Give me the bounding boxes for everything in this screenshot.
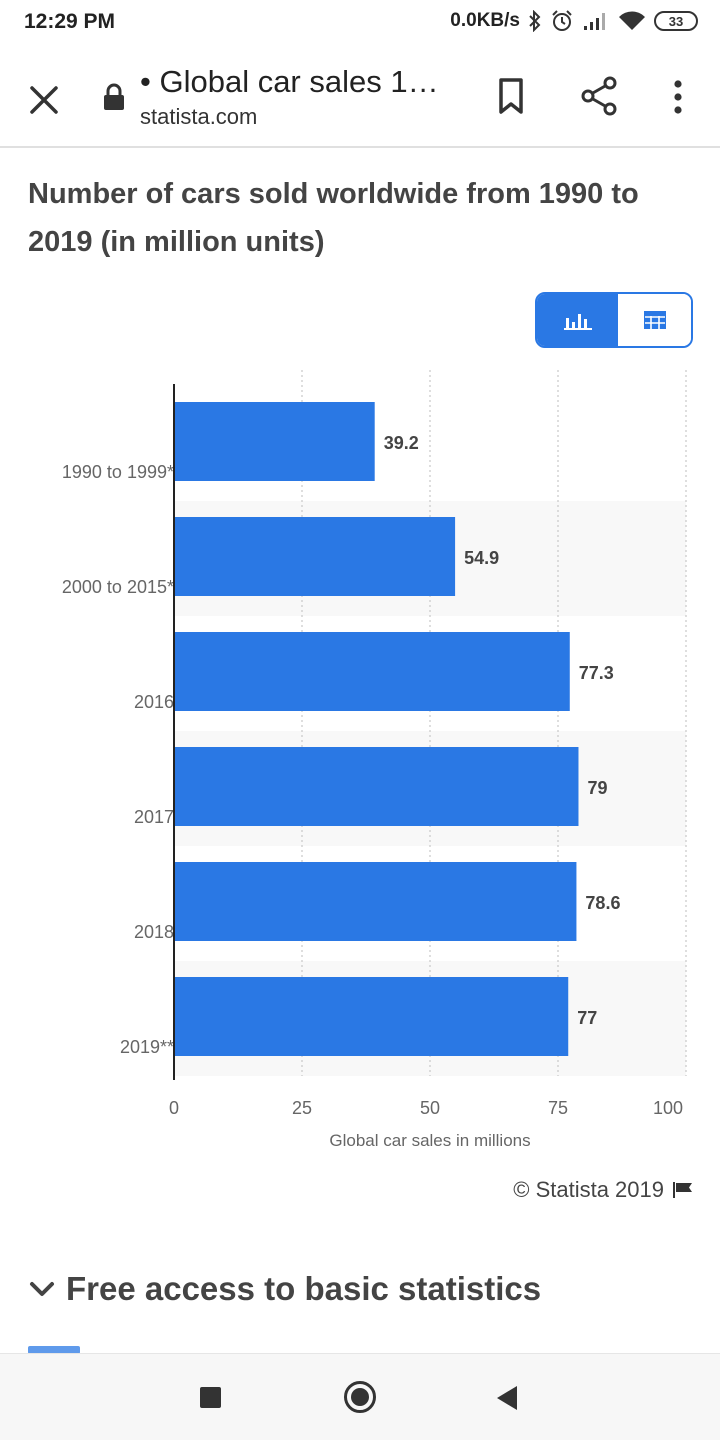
- page-title[interactable]: • Global car sales 1…: [140, 64, 439, 99]
- bar-chart: 39.2 1990 to 1999* 54.9 2000 to 2015* 77.3 20…: [0, 370, 720, 1170]
- chart-tick-label: 100: [653, 1098, 683, 1118]
- chart-category-label: 2000 to 2015*: [62, 577, 174, 597]
- network-speed: 0.0KB/s: [450, 10, 520, 31]
- bookmark-icon[interactable]: [494, 76, 528, 116]
- status-time: 12:29 PM: [24, 10, 116, 33]
- chevron-down-icon: [30, 1282, 54, 1296]
- free-access-section[interactable]: Free access to basic statistics: [28, 1270, 541, 1308]
- chart-category-label: 2018: [134, 922, 174, 942]
- chart-tick-label: 75: [548, 1098, 568, 1118]
- chart-view-button[interactable]: [537, 294, 618, 346]
- chart-data-label: 79: [587, 778, 607, 798]
- chart-tick-label: 0: [169, 1098, 179, 1118]
- more-vert-icon[interactable]: [664, 76, 692, 118]
- chart-data-label: 78.6: [585, 893, 620, 913]
- chart-bar[interactable]: [174, 862, 577, 941]
- chart-data-label: 54.9: [464, 548, 499, 568]
- chart-data-label: 77.3: [579, 663, 614, 683]
- chart-bar[interactable]: [174, 632, 570, 711]
- chart-bar[interactable]: [174, 747, 579, 826]
- chart-svg: 39.2 1990 to 1999* 54.9 2000 to 2015* 77.3 20…: [62, 370, 687, 1150]
- partially-hidden-link[interactable]: [28, 1346, 80, 1354]
- table-icon: [643, 311, 666, 329]
- share-icon[interactable]: [578, 74, 620, 118]
- navigation-bar: [0, 1353, 720, 1440]
- table-view-button[interactable]: [618, 294, 691, 346]
- free-access-heading: Free access to basic statistics: [66, 1270, 542, 1307]
- battery-icon: 33: [654, 11, 698, 31]
- copyright[interactable]: © Statista 2019: [513, 1177, 694, 1203]
- chart-title: Number of cars sold worldwide from 1990 …: [28, 178, 639, 258]
- flag-icon: [673, 1182, 692, 1198]
- page-url[interactable]: statista.com: [140, 104, 258, 129]
- chart-bar[interactable]: [174, 402, 375, 481]
- chart-tick-label: 25: [292, 1098, 312, 1118]
- chart-tick-label: 50: [420, 1098, 440, 1118]
- wifi-icon: [619, 11, 645, 30]
- chart-category-label: 2016: [134, 692, 174, 712]
- home-icon[interactable]: [343, 1380, 377, 1414]
- chart-data-label: 77: [577, 1008, 597, 1028]
- lock-icon[interactable]: [102, 82, 126, 112]
- chart-data-label: 39.2: [384, 433, 419, 453]
- chart-category-label: 2019**: [120, 1037, 174, 1057]
- status-icons: 0.0KB/s 33: [450, 9, 698, 33]
- alarm-icon: [552, 10, 572, 31]
- close-icon[interactable]: [24, 80, 64, 120]
- signal-icon: [584, 13, 605, 30]
- bluetooth-icon: [529, 10, 541, 32]
- chart-bar[interactable]: [174, 517, 456, 596]
- view-toggle: [535, 292, 693, 348]
- status-bar: 12:29 PM 0.0KB/s 33: [0, 0, 720, 44]
- bar-chart-icon: [563, 314, 592, 330]
- copyright-text: © Statista 2019: [513, 1177, 664, 1202]
- back-icon[interactable]: [496, 1385, 518, 1411]
- chart-category-label: 1990 to 1999*: [62, 462, 174, 482]
- chart-category-label: 2017: [134, 807, 174, 827]
- recent-apps-icon[interactable]: [200, 1387, 221, 1408]
- chart-x-axis-title: Global car sales in millions: [329, 1131, 530, 1150]
- chart-bar[interactable]: [174, 977, 569, 1056]
- browser-toolbar: • Global car sales 1… statista.com: [0, 44, 720, 148]
